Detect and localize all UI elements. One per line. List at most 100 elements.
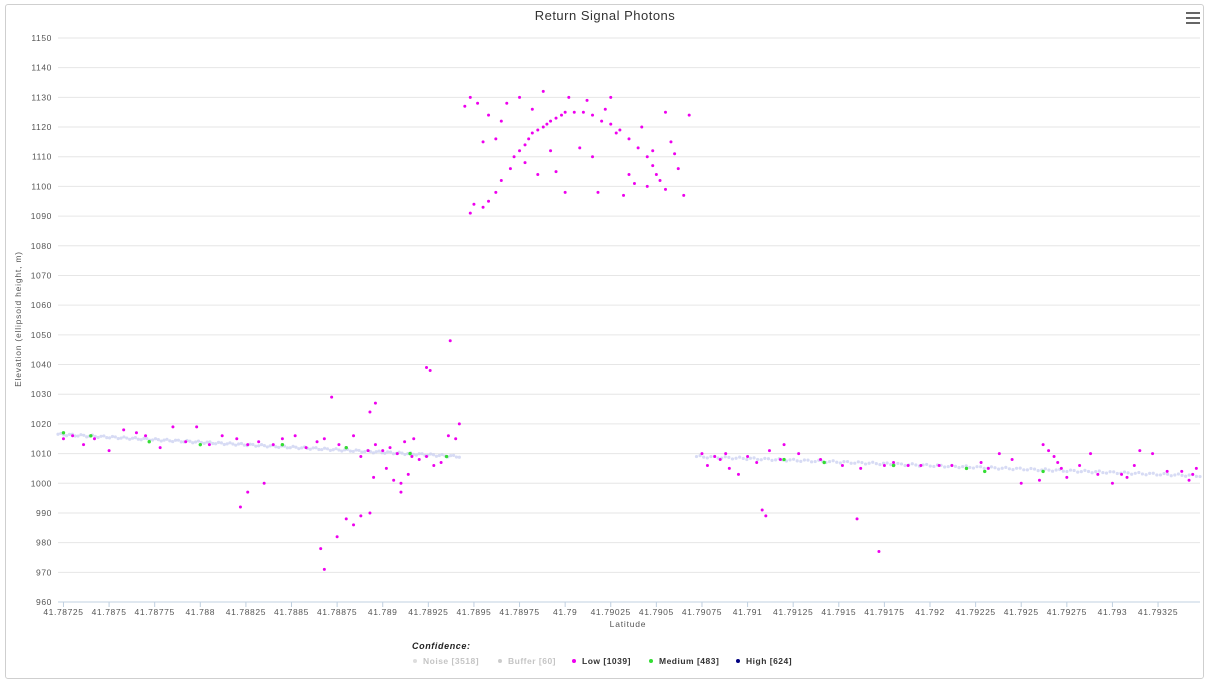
- data-point: [1047, 449, 1051, 453]
- noise-point: [1162, 471, 1166, 476]
- data-point: [530, 107, 534, 111]
- noise-point: [219, 441, 224, 445]
- data-point: [618, 128, 622, 132]
- data-point: [61, 437, 65, 441]
- data-point: [499, 119, 503, 123]
- noise-point: [694, 454, 699, 459]
- noise-point: [297, 447, 301, 451]
- noise-point: [449, 454, 453, 458]
- noise-point: [262, 444, 267, 448]
- noise-point: [202, 441, 206, 445]
- y-axis-title: Elevation (ellipsoid height, m): [13, 251, 23, 387]
- noise-point: [159, 439, 163, 443]
- data-point: [645, 184, 649, 188]
- noise-point: [1180, 473, 1184, 477]
- data-point: [446, 434, 450, 438]
- data-point: [344, 445, 348, 450]
- legend-label: Low [1039]: [582, 656, 631, 666]
- data-point: [381, 449, 385, 453]
- noise-point: [188, 439, 192, 443]
- data-point: [373, 401, 377, 405]
- data-point: [134, 431, 138, 435]
- data-point: [1110, 481, 1114, 485]
- noise-point: [82, 433, 86, 437]
- noise-point: [1011, 468, 1015, 472]
- data-point: [560, 113, 564, 117]
- noise-point: [368, 449, 373, 454]
- noise-point: [849, 461, 853, 465]
- noise-point: [65, 434, 69, 438]
- data-point: [1138, 449, 1142, 453]
- data-point: [541, 125, 545, 129]
- legend-item[interactable]: Buffer [60]: [498, 656, 556, 666]
- noise-point: [1047, 468, 1051, 472]
- noise-point: [806, 458, 810, 462]
- data-point: [352, 523, 356, 527]
- noise-point: [946, 464, 950, 469]
- noise-point: [294, 445, 298, 449]
- data-point: [718, 458, 722, 462]
- legend-title: Confidence:: [412, 641, 471, 651]
- noise-point: [125, 436, 129, 440]
- data-point: [1151, 452, 1155, 456]
- y-tick-label: 1130: [31, 92, 52, 102]
- legend-item[interactable]: Medium [483]: [649, 656, 719, 666]
- noise-point: [1083, 468, 1087, 473]
- data-point: [1120, 472, 1124, 476]
- data-point: [937, 463, 941, 467]
- data-point: [527, 137, 531, 141]
- legend-label: Medium [483]: [659, 656, 719, 666]
- y-tick-label: 1100: [31, 181, 52, 191]
- noise-point: [925, 462, 929, 467]
- data-point: [319, 547, 323, 551]
- noise-point: [377, 449, 381, 453]
- legend-item[interactable]: High [624]: [736, 656, 792, 666]
- data-point: [271, 443, 275, 447]
- noise-point: [205, 440, 209, 444]
- noise-point: [1122, 470, 1127, 474]
- noise-point: [452, 453, 456, 457]
- noise-point: [317, 447, 321, 452]
- noise-point: [311, 446, 315, 450]
- data-point: [293, 434, 297, 438]
- legend-marker: [736, 659, 740, 663]
- data-point: [468, 95, 472, 99]
- noise-point: [288, 446, 292, 450]
- noise-point: [766, 457, 771, 461]
- noise-point: [1101, 470, 1105, 475]
- noise-point: [863, 462, 868, 466]
- legend-item[interactable]: Low [1039]: [572, 656, 631, 666]
- noise-point: [889, 463, 893, 467]
- noise-point: [1090, 471, 1094, 475]
- y-tick-label: 1140: [31, 63, 52, 73]
- noise-point: [406, 452, 410, 456]
- noise-point: [67, 432, 72, 437]
- data-point: [1180, 469, 1184, 473]
- noise-point: [105, 435, 109, 440]
- noise-point: [795, 459, 799, 463]
- data-point: [481, 140, 485, 144]
- noise-point: [225, 442, 229, 446]
- data-point: [512, 155, 516, 159]
- noise-point: [910, 462, 914, 466]
- noise-point: [1151, 471, 1155, 475]
- x-axis-title: Latitude: [610, 619, 647, 629]
- noise-point: [237, 442, 241, 446]
- data-point: [778, 458, 782, 462]
- data-point: [859, 466, 863, 470]
- data-point: [508, 167, 512, 171]
- x-tick-label: 41.7895: [456, 607, 491, 617]
- data-point: [257, 440, 261, 444]
- data-point: [1096, 472, 1100, 476]
- legend-item[interactable]: Noise [3518]: [413, 656, 479, 666]
- data-point: [572, 110, 576, 114]
- noise-point: [1061, 469, 1065, 473]
- noise-point: [96, 435, 100, 440]
- noise-point: [1133, 471, 1137, 475]
- data-point: [536, 173, 540, 177]
- data-point: [906, 463, 910, 467]
- noise-point: [867, 461, 871, 465]
- chart-menu-button[interactable]: [1186, 12, 1200, 26]
- noise-point: [730, 457, 735, 461]
- data-point: [541, 89, 545, 93]
